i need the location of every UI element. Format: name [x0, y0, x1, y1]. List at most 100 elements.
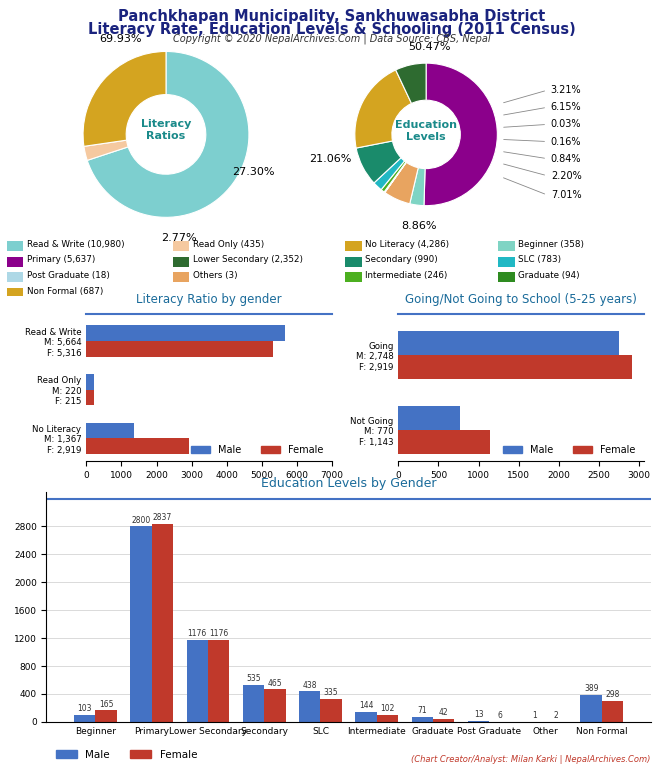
Wedge shape: [384, 162, 406, 193]
Wedge shape: [355, 70, 412, 148]
Bar: [345, 257, 362, 267]
Text: 165: 165: [99, 700, 114, 709]
Wedge shape: [83, 51, 166, 147]
Bar: [74, 715, 96, 722]
Text: Panchkhapan Municipality, Sankhuwasabha District: Panchkhapan Municipality, Sankhuwasabha …: [118, 9, 546, 25]
Text: 0.16%: 0.16%: [551, 137, 581, 147]
Text: 2: 2: [554, 711, 558, 720]
Text: 0.84%: 0.84%: [551, 154, 581, 164]
Text: Primary (5,637): Primary (5,637): [27, 256, 95, 264]
Text: 50.47%: 50.47%: [408, 42, 451, 52]
Text: 1: 1: [533, 711, 537, 720]
Text: Lower Secondary (2,352): Lower Secondary (2,352): [193, 256, 303, 264]
Title: Literacy Ratio by gender: Literacy Ratio by gender: [136, 293, 282, 306]
Bar: [86, 422, 134, 439]
Text: 13: 13: [474, 710, 483, 720]
Text: Graduate (94): Graduate (94): [518, 271, 580, 280]
Text: 1176: 1176: [209, 629, 228, 638]
Bar: [187, 640, 208, 722]
Wedge shape: [385, 162, 418, 204]
Text: 2800: 2800: [131, 515, 151, 525]
Title: Education Levels by Gender: Education Levels by Gender: [261, 478, 436, 490]
Text: 21.06%: 21.06%: [309, 154, 351, 164]
Text: 389: 389: [584, 684, 598, 693]
Text: 1176: 1176: [187, 629, 207, 638]
Bar: [412, 717, 433, 722]
Bar: [498, 272, 515, 283]
Text: Education
Levels: Education Levels: [395, 120, 457, 141]
Text: 465: 465: [268, 679, 282, 687]
Text: 42: 42: [439, 708, 448, 717]
Bar: [398, 356, 632, 379]
Bar: [398, 430, 490, 454]
Text: Literacy
Ratios: Literacy Ratios: [141, 120, 191, 141]
Text: Read & Write (10,980): Read & Write (10,980): [27, 240, 124, 249]
Bar: [86, 439, 189, 454]
Legend: Male, Female: Male, Female: [499, 442, 639, 459]
Bar: [355, 712, 376, 722]
Text: 2.20%: 2.20%: [551, 170, 582, 180]
Bar: [264, 690, 286, 722]
Text: SLC (783): SLC (783): [518, 256, 561, 264]
Text: Post Graduate (18): Post Graduate (18): [27, 271, 110, 280]
Text: 71: 71: [418, 707, 427, 715]
Text: 8.86%: 8.86%: [401, 220, 437, 230]
Bar: [498, 257, 515, 267]
Wedge shape: [384, 162, 406, 193]
Bar: [151, 524, 173, 722]
Wedge shape: [410, 167, 425, 206]
Text: 69.93%: 69.93%: [99, 34, 141, 44]
Bar: [96, 710, 117, 722]
Bar: [130, 526, 151, 722]
Bar: [243, 684, 264, 722]
Text: Non Formal (687): Non Formal (687): [27, 286, 103, 296]
Wedge shape: [381, 161, 406, 192]
Text: 27.30%: 27.30%: [232, 167, 274, 177]
Text: 535: 535: [246, 674, 261, 683]
Text: Read Only (435): Read Only (435): [193, 240, 264, 249]
Text: 6.15%: 6.15%: [551, 102, 582, 112]
Bar: [398, 331, 619, 356]
Text: 144: 144: [359, 701, 373, 710]
Text: 6: 6: [497, 710, 503, 720]
Bar: [345, 241, 362, 251]
Text: Others (3): Others (3): [193, 271, 237, 280]
Text: 102: 102: [380, 704, 394, 713]
Bar: [7, 272, 23, 283]
Text: 3.21%: 3.21%: [551, 85, 582, 95]
Bar: [86, 341, 273, 356]
Title: Going/Not Going to School (5-25 years): Going/Not Going to School (5-25 years): [405, 293, 637, 306]
Bar: [7, 241, 23, 251]
Text: 298: 298: [606, 690, 620, 700]
Wedge shape: [356, 141, 401, 183]
Legend: Male, Female: Male, Female: [52, 746, 201, 764]
Bar: [7, 257, 23, 267]
Text: Beginner (358): Beginner (358): [518, 240, 584, 249]
Text: 2837: 2837: [153, 513, 172, 522]
Wedge shape: [87, 51, 249, 217]
Bar: [86, 374, 94, 389]
Bar: [580, 695, 602, 722]
Bar: [86, 389, 94, 406]
Wedge shape: [374, 157, 404, 190]
Text: No Literacy (4,286): No Literacy (4,286): [365, 240, 450, 249]
Text: 438: 438: [303, 680, 317, 690]
Text: Intermediate (246): Intermediate (246): [365, 271, 448, 280]
Legend: Male, Female: Male, Female: [187, 442, 327, 459]
Bar: [173, 241, 189, 251]
Bar: [433, 719, 454, 722]
Wedge shape: [396, 63, 426, 104]
Bar: [173, 272, 189, 283]
Text: 2.77%: 2.77%: [161, 233, 197, 243]
Text: 0.03%: 0.03%: [551, 119, 581, 130]
Bar: [498, 241, 515, 251]
Bar: [602, 701, 623, 722]
Wedge shape: [424, 63, 497, 206]
Text: Copyright © 2020 NepalArchives.Com | Data Source: CBS, Nepal: Copyright © 2020 NepalArchives.Com | Dat…: [173, 34, 491, 45]
Bar: [321, 699, 342, 722]
Text: 7.01%: 7.01%: [551, 190, 582, 200]
Text: 103: 103: [78, 704, 92, 713]
Text: 335: 335: [324, 688, 339, 697]
Bar: [468, 721, 489, 722]
Bar: [398, 406, 460, 430]
